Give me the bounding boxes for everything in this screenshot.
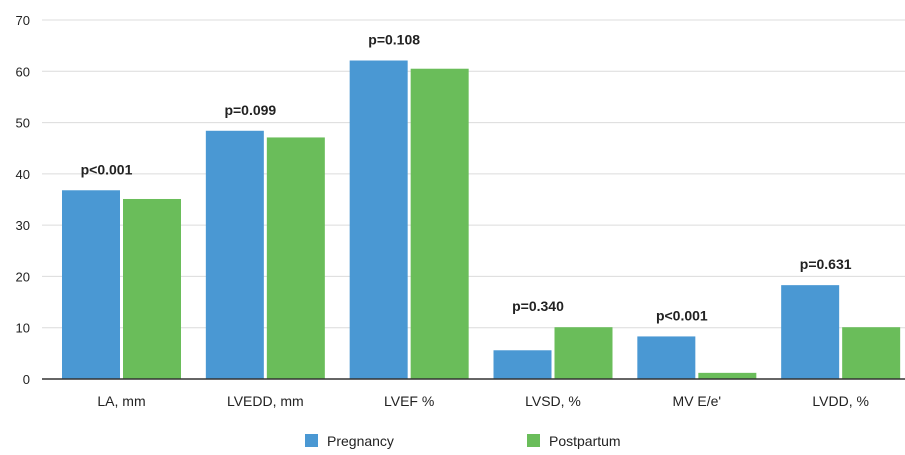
x-tick-label: LVEDD, mm	[227, 393, 304, 409]
p-value-label: p=0.108	[368, 32, 420, 48]
bar-pregnancy	[349, 60, 408, 379]
x-tick-label: LVEF %	[384, 393, 434, 409]
y-tick-label: 70	[16, 13, 30, 28]
bar-postpartum	[410, 68, 469, 379]
x-tick-label: LVDD, %	[812, 393, 869, 409]
legend-label: Pregnancy	[327, 433, 394, 449]
y-tick-label: 40	[16, 167, 30, 182]
p-value-label: p<0.001	[81, 161, 133, 177]
y-tick-label: 50	[16, 116, 30, 131]
bar-pregnancy	[205, 130, 264, 379]
y-tick-label: 10	[16, 321, 30, 336]
p-value-label: p=0.340	[512, 298, 564, 314]
bar-postpartum	[266, 137, 325, 379]
legend-swatch-pregnancy	[305, 434, 318, 447]
x-tick-label: MV E/e'	[673, 393, 722, 409]
x-axis-ticks: LA, mm LVEDD, mm LVEF % LVSD, % MV E/e' LVDD,…	[97, 393, 869, 409]
bar-pregnancy	[637, 336, 696, 379]
bar-pregnancy	[493, 350, 552, 379]
x-tick-label: LVSD, %	[525, 393, 581, 409]
p-value-label: p=0.099	[224, 102, 276, 118]
bar-postpartum	[554, 327, 613, 379]
y-tick-label: 0	[23, 372, 30, 387]
y-tick-label: 20	[16, 269, 30, 284]
bar-pregnancy	[62, 190, 120, 379]
y-axis-ticks: 0 10 20 30 40 50 60 70	[16, 13, 30, 387]
x-tick-label: LA, mm	[97, 393, 145, 409]
p-value-labels: p<0.001 p=0.099 p=0.108 p=0.340 p<0.001 p=0.6…	[81, 32, 852, 324]
p-value-label: p=0.631	[800, 256, 852, 272]
legend: Pregnancy Postpartum	[305, 433, 621, 449]
y-tick-label: 30	[16, 218, 30, 233]
bar-pregnancy	[781, 285, 840, 379]
grid-lines	[42, 19, 905, 329]
y-tick-label: 60	[16, 64, 30, 79]
bar-postpartum	[698, 372, 757, 379]
legend-label: Postpartum	[549, 433, 621, 449]
legend-swatch-postpartum	[527, 434, 540, 447]
p-value-label: p<0.001	[656, 307, 708, 323]
bar-postpartum	[842, 327, 901, 379]
bar-postpartum	[123, 198, 181, 379]
bars	[62, 60, 901, 379]
